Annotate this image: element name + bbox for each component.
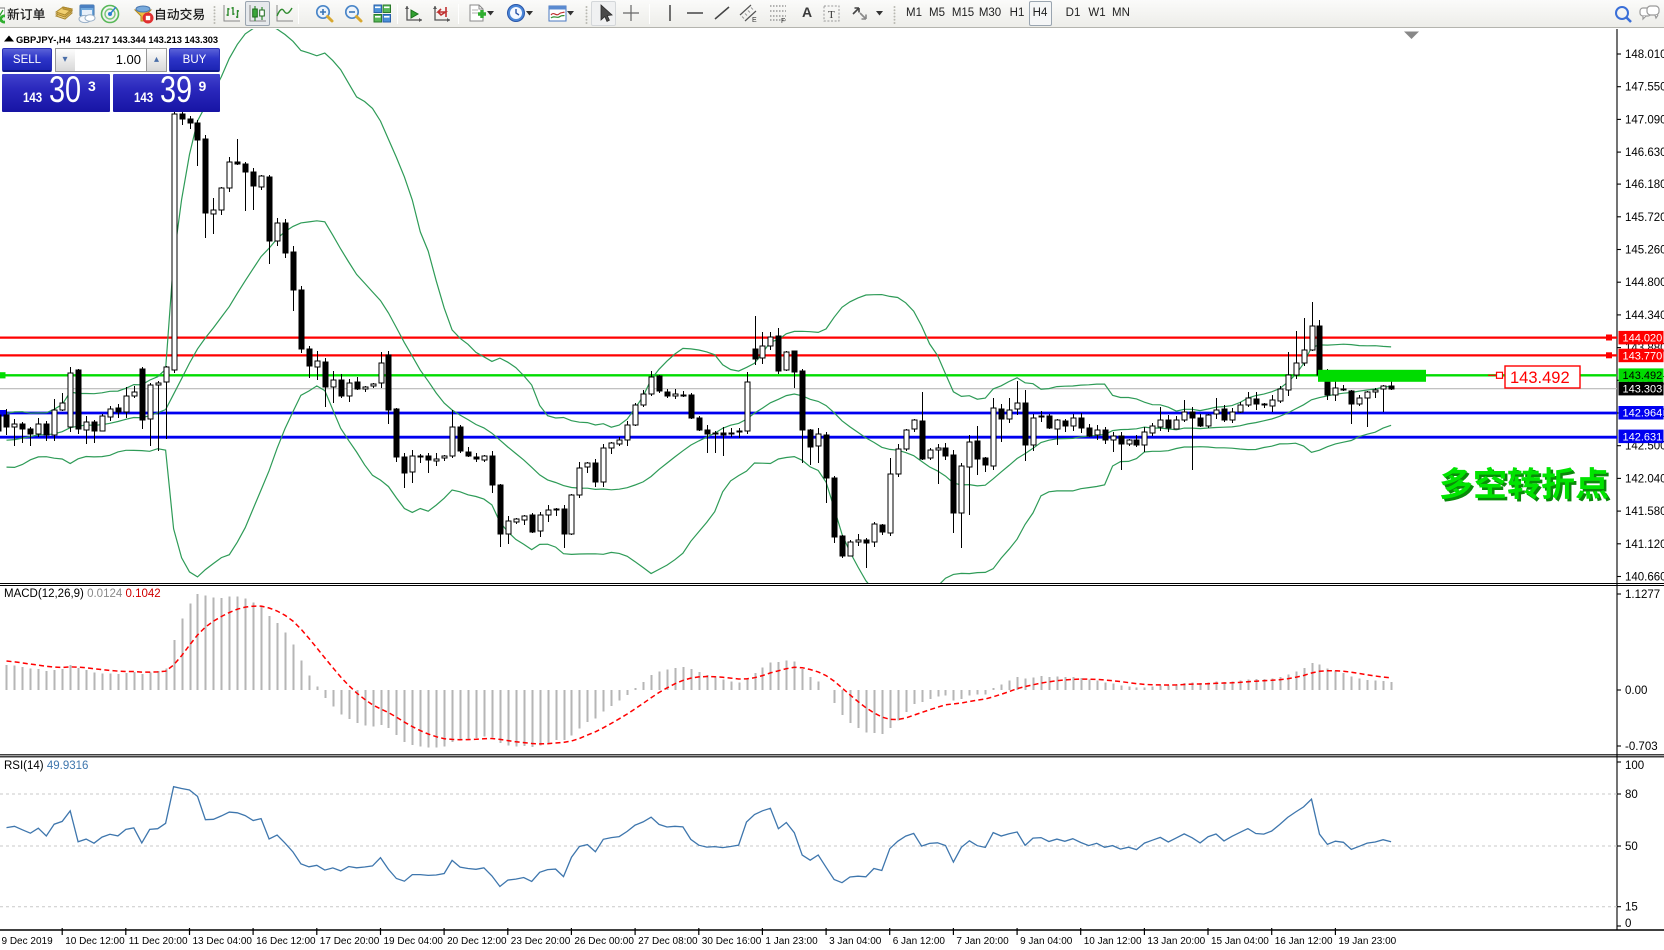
svg-text:23 Dec 20:00: 23 Dec 20:00	[511, 936, 571, 947]
svg-text:0.00: 0.00	[1625, 685, 1647, 697]
svg-text:0: 0	[1625, 918, 1631, 930]
svg-text:141.580: 141.580	[1625, 506, 1664, 518]
svg-text:50: 50	[1625, 841, 1638, 853]
svg-text:142.500: 142.500	[1625, 441, 1664, 453]
svg-text:GBPJPY-,H4 143.217 143.344 14: GBPJPY-,H4 143.217 143.344 143.213 143.3…	[16, 35, 218, 45]
svg-text:-0.703: -0.703	[1625, 741, 1658, 753]
svg-text:20 Dec 12:00: 20 Dec 12:00	[447, 936, 507, 947]
svg-text:147.090: 147.090	[1625, 114, 1664, 126]
svg-text:7 Jan 20:00: 7 Jan 20:00	[956, 936, 1009, 947]
svg-text:142.964: 142.964	[1623, 408, 1663, 420]
svg-text:146.630: 146.630	[1625, 147, 1664, 159]
svg-text:13 Jan 20:00: 13 Jan 20:00	[1147, 936, 1205, 947]
svg-text:9 Dec 2019: 9 Dec 2019	[2, 936, 54, 947]
svg-text:80: 80	[1625, 789, 1638, 801]
svg-text:144.800: 144.800	[1625, 277, 1664, 289]
svg-text:26 Dec 00:00: 26 Dec 00:00	[574, 936, 634, 947]
svg-text:146.180: 146.180	[1625, 179, 1664, 191]
svg-text:145.260: 145.260	[1625, 245, 1664, 257]
svg-text:16 Jan 12:00: 16 Jan 12:00	[1275, 936, 1333, 947]
svg-text:9 Jan 04:00: 9 Jan 04:00	[1020, 936, 1073, 947]
svg-text:E: E	[752, 17, 757, 24]
svg-text:141.120: 141.120	[1625, 539, 1664, 551]
svg-text:RSI(14) 49.9316: RSI(14) 49.9316	[4, 760, 88, 772]
svg-text:19 Dec 04:00: 19 Dec 04:00	[384, 936, 444, 947]
svg-text:148.010: 148.010	[1625, 49, 1664, 61]
svg-text:143.492: 143.492	[1510, 369, 1570, 387]
svg-text:144.020: 144.020	[1623, 333, 1663, 345]
svg-text:6 Jan 12:00: 6 Jan 12:00	[893, 936, 946, 947]
svg-text:MACD(12,26,9) 0.0124 0.1042: MACD(12,26,9) 0.0124 0.1042	[4, 588, 161, 600]
svg-text:3 Jan 04:00: 3 Jan 04:00	[829, 936, 882, 947]
svg-text:F: F	[781, 18, 785, 25]
svg-text:19 Jan 23:00: 19 Jan 23:00	[1338, 936, 1396, 947]
svg-text:143.492: 143.492	[1623, 370, 1663, 382]
svg-text:142.631: 142.631	[1623, 431, 1663, 443]
svg-text:1.1277: 1.1277	[1625, 589, 1660, 601]
svg-text:10 Dec 12:00: 10 Dec 12:00	[65, 936, 125, 947]
svg-text:142.040: 142.040	[1625, 473, 1664, 485]
svg-text:30 Dec 16:00: 30 Dec 16:00	[702, 936, 762, 947]
svg-text:17 Dec 20:00: 17 Dec 20:00	[320, 936, 380, 947]
svg-text:15 Jan 04:00: 15 Jan 04:00	[1211, 936, 1269, 947]
svg-text:T: T	[828, 9, 835, 21]
svg-text:144.340: 144.340	[1625, 310, 1664, 322]
svg-text:11 Dec 20:00: 11 Dec 20:00	[129, 936, 188, 947]
svg-text:143.303: 143.303	[1623, 384, 1663, 396]
svg-text:13 Dec 04:00: 13 Dec 04:00	[193, 936, 253, 947]
svg-text:15: 15	[1625, 902, 1638, 914]
svg-text:143.770: 143.770	[1623, 350, 1663, 362]
svg-text:147.550: 147.550	[1625, 82, 1664, 94]
svg-text:16 Dec 12:00: 16 Dec 12:00	[256, 936, 316, 947]
svg-text:27 Dec 08:00: 27 Dec 08:00	[638, 936, 698, 947]
svg-text:140.660: 140.660	[1625, 572, 1664, 584]
svg-text:10 Jan 12:00: 10 Jan 12:00	[1084, 936, 1142, 947]
svg-text:145.720: 145.720	[1625, 212, 1664, 224]
svg-text:1 Jan 23:00: 1 Jan 23:00	[765, 936, 818, 947]
svg-text:100: 100	[1625, 760, 1644, 772]
